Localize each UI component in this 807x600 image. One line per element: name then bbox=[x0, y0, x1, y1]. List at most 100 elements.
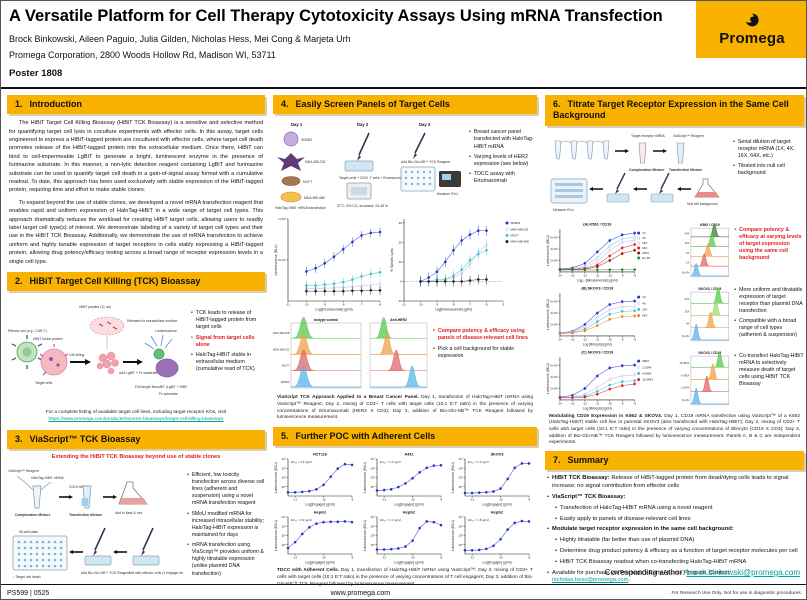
mini-chart-1: 10⁴ 10⁵ 10⁶ 10⁷ -12 -10 -8 Log[Engager] (g/ml) L… bbox=[274, 453, 354, 507]
svg-text:2×10⁵: 2×10⁵ bbox=[550, 322, 558, 326]
svg-text:Log₁₀ [Blinatumomab] (g/ml): Log₁₀ [Blinatumomab] (g/ml) bbox=[577, 278, 618, 282]
section-1-header: 1. Introduction bbox=[7, 95, 265, 115]
mix-label: Mix with effector cells (± engager drug) bbox=[129, 571, 183, 575]
svg-text:1,024X: 1,024X bbox=[642, 365, 651, 369]
svg-text:-12: -12 bbox=[583, 273, 588, 277]
svg-text:-10: -10 bbox=[499, 556, 504, 560]
mini-chart-3: 10⁴ 10⁵ 10⁶ 10⁷ -12 -10 -8 Log[Engager] (g/ml) L… bbox=[451, 453, 531, 507]
section-4-flow-bullets: • Compare potency & efficacy using panels… bbox=[433, 316, 533, 360]
section-4-title: Easily Screen Panels of Target Cells bbox=[295, 99, 450, 109]
complexation-label: Complexation Mixture bbox=[15, 513, 51, 517]
svg-text:K562 / CD19: K562 / CD19 bbox=[700, 222, 720, 226]
svg-text:-8: -8 bbox=[439, 498, 442, 502]
tck-mechanism-diagram: Effector cell (e.g., CAR-T) Target cells… bbox=[8, 305, 187, 396]
skbr3-cell-icon bbox=[283, 131, 299, 147]
arrowhead bbox=[677, 186, 681, 191]
svg-text:SKBR3: SKBR3 bbox=[511, 221, 521, 225]
screening-workflow-diagram: Day 1 Day 2 Day 3 SKBR3 MDA-MB-231 MCF7 … bbox=[275, 122, 461, 210]
svg-text:EC₅₀ = 0.6 ng/ml: EC₅₀ = 0.6 ng/ml bbox=[291, 460, 312, 464]
summary-b2-sub1: Transfection of HaloTag-HiBiT mRNA using… bbox=[560, 504, 713, 511]
svg-text:10⁵: 10⁵ bbox=[281, 476, 286, 480]
svg-text:10⁷: 10⁷ bbox=[370, 515, 374, 519]
section-2-header: 2. HiBiT Target Cell Killing (TCK) Bioass… bbox=[7, 271, 265, 292]
tube-icon bbox=[81, 485, 92, 509]
svg-text:-8: -8 bbox=[633, 401, 636, 405]
flask-icon bbox=[694, 178, 720, 197]
sec4-luminescence-chart: 5×10⁵ 1×10⁶ -11 -10 -9 -8 -7 -6 Log[Ertumaxomab]… bbox=[274, 217, 382, 312]
svg-text:64X: 64X bbox=[684, 297, 689, 301]
svg-text:1X: 1X bbox=[642, 295, 646, 299]
page-title: A Versatile Platform for Cell Therapy Cy… bbox=[9, 7, 663, 25]
svg-text:Log[Ertumaxomab] (g/ml): Log[Ertumaxomab] (g/ml) bbox=[315, 308, 352, 312]
svg-text:10⁷: 10⁷ bbox=[282, 457, 286, 461]
svg-text:-7: -7 bbox=[469, 303, 472, 307]
svg-text:-11: -11 bbox=[595, 401, 599, 405]
svg-text:20: 20 bbox=[399, 241, 403, 245]
svg-text:-8: -8 bbox=[633, 337, 636, 341]
svg-text:Luminescence (RLU): Luminescence (RLU) bbox=[451, 462, 455, 493]
svg-text:2×10⁵: 2×10⁵ bbox=[550, 258, 558, 262]
add-reagent-label: Add Bio-Glo-NB™ TCK Reagent bbox=[81, 571, 130, 575]
svg-text:Luminescence (RLU): Luminescence (RLU) bbox=[274, 520, 278, 551]
svg-text:-8: -8 bbox=[439, 556, 442, 560]
s3-bullet-1: Efficient, low toxicity transfection acr… bbox=[191, 471, 265, 507]
header: A Versatile Platform for Cell Therapy Cy… bbox=[1, 1, 806, 89]
svg-text:4×10⁵: 4×10⁵ bbox=[550, 375, 558, 379]
target-cell-lines-link[interactable]: https://www.promega.com/products/reporte… bbox=[48, 416, 224, 422]
svg-text:Anti-HER2: Anti-HER2 bbox=[390, 318, 407, 322]
svg-text:16,384X: 16,384X bbox=[642, 377, 653, 381]
svg-text:-13: -13 bbox=[570, 401, 575, 405]
mini-chart-6: 10⁴ 10⁵ 10⁶ 10⁷ -12 -10 -8 Log[Engager] (g/ml) L… bbox=[451, 511, 531, 565]
svg-text:-13: -13 bbox=[570, 273, 575, 277]
svg-text:Log[Engager] (g/ml): Log[Engager] (g/ml) bbox=[483, 561, 512, 565]
incubator-door bbox=[351, 187, 367, 196]
svg-text:-6: -6 bbox=[379, 303, 382, 307]
s2-bullet-3: HaloTag-HiBiT stable in extracellular me… bbox=[195, 351, 255, 373]
svg-text:% Specific Lysis: % Specific Lysis bbox=[390, 248, 394, 272]
effector-cell-icon bbox=[11, 335, 43, 370]
s6-mid-bullet-1: More uniform and titratable expression o… bbox=[739, 286, 803, 314]
svg-text:16,384X: 16,384X bbox=[679, 361, 689, 365]
svg-text:SKOV3 / CD19: SKOV3 / CD19 bbox=[698, 286, 721, 290]
corresponding-author: Corresponding author: brock.binkowski@pr… bbox=[605, 568, 800, 577]
svg-text:10⁴: 10⁴ bbox=[370, 485, 375, 489]
svg-text:MDA-MB-468: MDA-MB-468 bbox=[511, 240, 530, 244]
s2-footnote: For a complete listing of available targ… bbox=[45, 410, 227, 416]
svg-text:4×10⁵: 4×10⁵ bbox=[550, 247, 558, 251]
early-access-email-link[interactable]: nicholas.hess@promega.com bbox=[552, 577, 629, 584]
svg-text:-9: -9 bbox=[324, 303, 327, 307]
section-2-title: HiBiT Target Cell Killing (TCK) Bioassay bbox=[29, 275, 201, 286]
panel-b-skov3-cd19-chart: 2×10⁵ 4×10⁵ 6×10⁵ -14 -13 -12 -11 -10 -9 -8 Log [B… bbox=[546, 286, 648, 346]
panel-b-bullets: • More uniform and titratable expression … bbox=[734, 286, 803, 339]
svg-text:Isotype control: Isotype control bbox=[314, 318, 338, 322]
svg-text:-11: -11 bbox=[286, 303, 290, 307]
svg-text:1X: 1X bbox=[686, 260, 689, 264]
mini-chart-2: 10⁴ 10⁵ 10⁶ 10⁷ -12 -10 -8 Log[Engager] (g/ml) L… bbox=[362, 453, 442, 507]
svg-text:10⁷: 10⁷ bbox=[282, 515, 286, 519]
svg-text:-8: -8 bbox=[528, 498, 531, 502]
viascript-workflow-diagram: ViaScript™ Reagent HaloTag-HiBiT mRNA CD… bbox=[8, 469, 183, 579]
svg-text:Log[Engager] (g/ml): Log[Engager] (g/ml) bbox=[394, 503, 423, 507]
summary-b1: HiBiT TCK Bioassay: Release of HiBiT-tag… bbox=[552, 475, 789, 490]
section-6-top-bullets: • Serial dilution of target receptor mRNA… bbox=[733, 131, 801, 178]
corresponding-author-email-link[interactable]: brock.binkowski@promega.com bbox=[686, 568, 801, 577]
svg-text:Luminescence (RLU): Luminescence (RLU) bbox=[362, 462, 366, 493]
section-3-header: 3. ViaScript™ TCK Bioassay bbox=[7, 429, 265, 449]
footer-website[interactable]: www.promega.com bbox=[330, 589, 391, 597]
s6-caption-text: Day 1, CD19 mRNA transfection using ViaS… bbox=[549, 413, 800, 446]
svg-text:-12: -12 bbox=[470, 498, 475, 502]
panel-a-bullets: • Compare potency & efficacy at varying l… bbox=[734, 221, 804, 263]
promega-logo-text: Promega bbox=[719, 30, 785, 47]
arrowhead bbox=[85, 359, 91, 366]
arrowhead bbox=[137, 359, 143, 366]
svg-text:16X: 16X bbox=[642, 307, 647, 311]
svg-text:1X: 1X bbox=[642, 231, 646, 235]
svg-text:-5: -5 bbox=[502, 303, 505, 307]
plate-icon bbox=[344, 160, 374, 172]
svg-text:-10: -10 bbox=[410, 556, 415, 560]
svg-text:256X: 256X bbox=[642, 251, 649, 255]
arrowhead bbox=[69, 494, 73, 499]
svg-text:Luminescence (RLU): Luminescence (RLU) bbox=[546, 363, 550, 394]
svg-text:SKOV3 / CD19: SKOV3 / CD19 bbox=[698, 350, 721, 354]
